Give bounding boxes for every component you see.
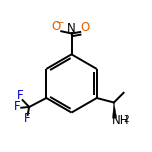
Polygon shape <box>112 102 117 118</box>
Text: O: O <box>51 20 60 33</box>
Text: F: F <box>14 100 20 113</box>
Text: 2: 2 <box>124 115 129 124</box>
Text: NH: NH <box>112 114 129 127</box>
Text: N: N <box>67 22 76 35</box>
Text: F: F <box>24 112 31 125</box>
Text: F: F <box>17 89 23 102</box>
Text: −: − <box>55 18 64 28</box>
Text: O: O <box>81 21 90 34</box>
